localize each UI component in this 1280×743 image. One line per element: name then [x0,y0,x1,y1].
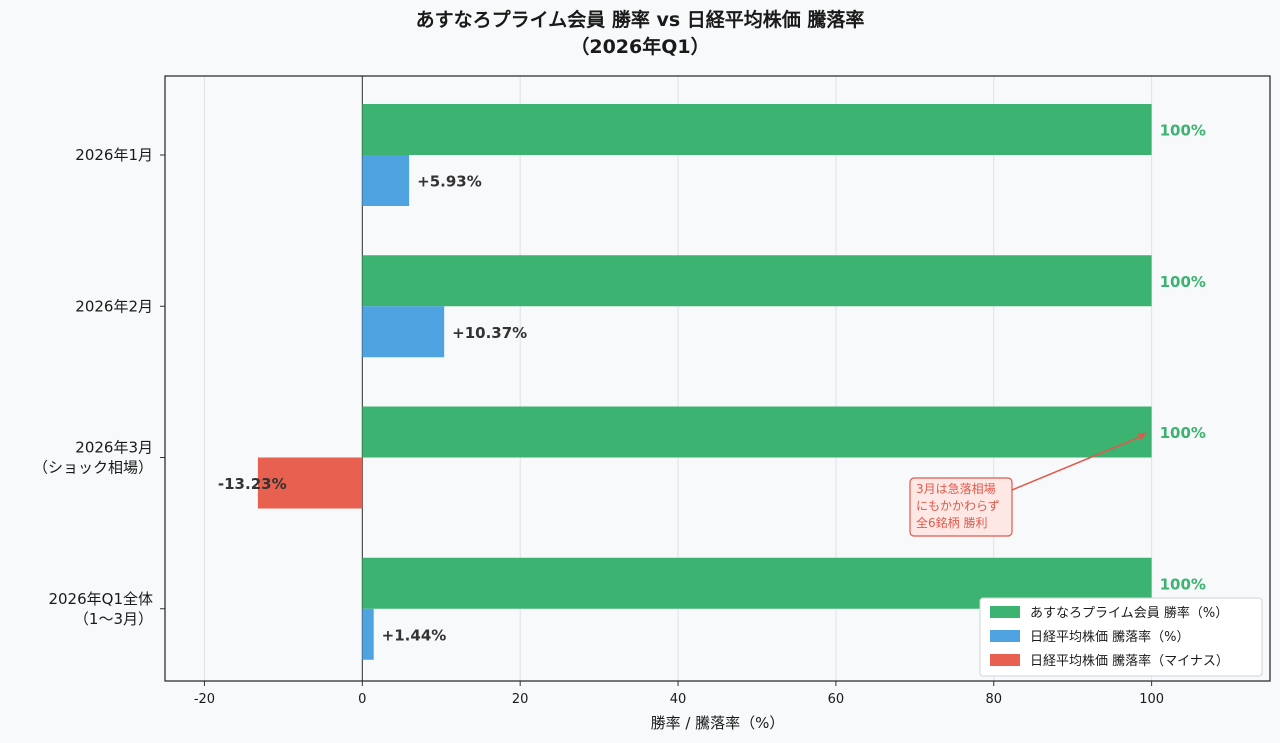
bar-nikkei [362,155,410,206]
x-tick-label: 20 [512,692,529,707]
category-label: 2026年3月 [75,439,153,457]
bar-nikkei-negative [257,457,363,509]
x-tick-label: -20 [194,692,215,707]
bar-nikkei [362,306,445,358]
x-tick-label: 60 [828,692,845,707]
bar-win-rate [362,104,1152,155]
category-label: （1〜3月） [74,610,153,628]
x-tick-label: 40 [670,692,687,707]
bar-label-nikkei: +5.93% [417,173,482,191]
x-axis-title: 勝率 / 騰落率（%） [651,714,785,732]
category-label: 2026年2月 [75,297,153,315]
chart-title: あすなろプライム会員 勝率 vs 日経平均株価 騰落率 [416,8,865,31]
bar-win-rate [362,406,1152,458]
x-tick-label: 0 [358,692,366,707]
bar-label-nikkei: -13.23% [218,475,287,493]
plot-frame [164,75,1271,682]
category-label: （ショック相場） [33,459,153,477]
legend-swatch [990,654,1020,666]
bar-label-nikkei: +1.44% [382,626,447,644]
annotation-arrow-head [1137,432,1148,441]
category-label: 2026年1月 [75,146,153,164]
bar-label-win-rate: 100% [1160,424,1206,442]
bar-label-win-rate: 100% [1160,273,1206,291]
annotation-text: 3月は急落相場 [916,481,996,496]
bar-label-win-rate: 100% [1160,122,1206,140]
legend-swatch [990,630,1020,642]
legend-label: 日経平均株価 騰落率（%） [1030,629,1190,645]
annotation-text: にもかかわらず [916,499,1000,513]
bar-win-rate [362,255,1152,307]
annotation-box [909,477,1013,537]
x-tick-label: 80 [985,692,1002,707]
bar-label-win-rate: 100% [1160,575,1206,593]
annotation-text: 全6銘柄 勝利 [916,515,987,530]
category-label: 2026年Q1全体 [48,590,153,608]
legend-label: あすなろプライム会員 勝率（%） [1030,605,1228,621]
legend-label: 日経平均株価 騰落率（マイナス） [1030,653,1229,669]
bar-label-nikkei: +10.37% [452,324,527,342]
bar-nikkei [362,608,374,660]
x-tick-label: 100 [1139,692,1164,707]
annotation-arrow-line [1011,434,1144,491]
chart-subtitle: （2026年Q1） [570,35,709,58]
legend-box [979,597,1263,677]
legend-swatch [990,606,1020,618]
